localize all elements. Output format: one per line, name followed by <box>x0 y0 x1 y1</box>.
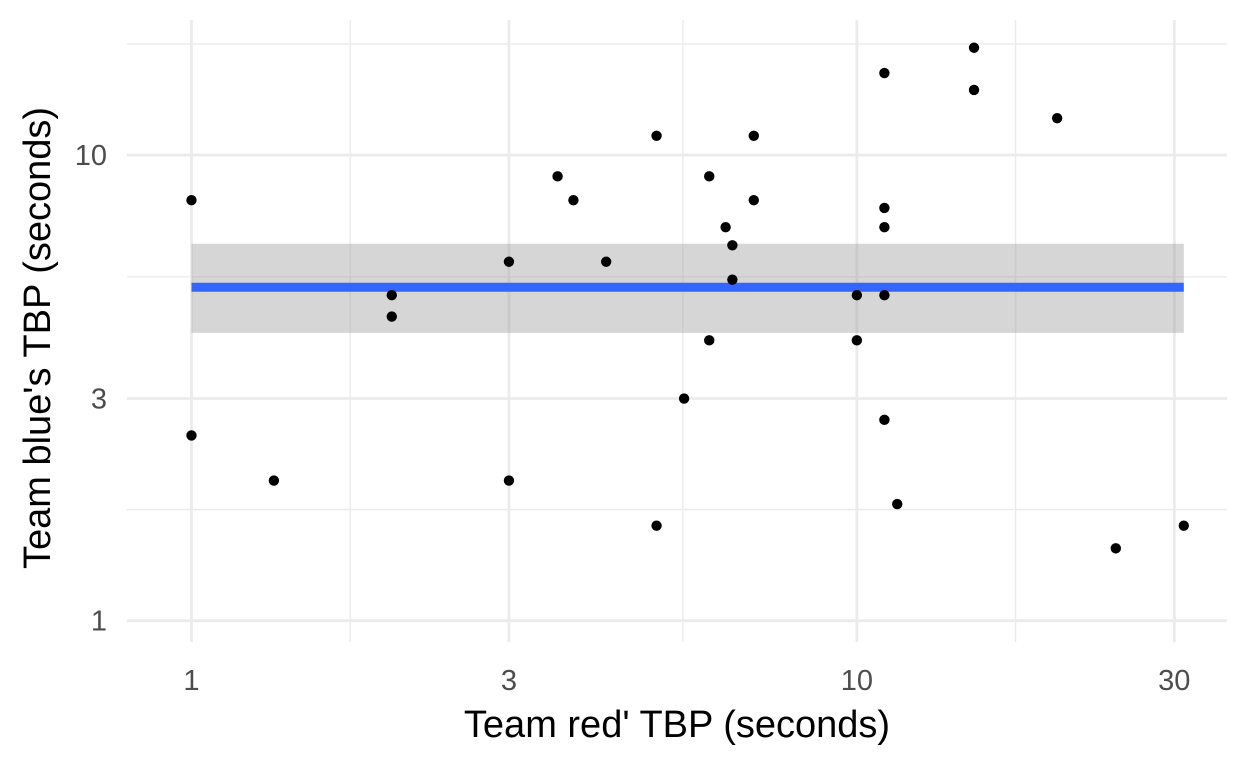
x-tick-label: 1 <box>183 665 199 697</box>
data-point <box>268 475 280 486</box>
x-axis-title: Team red' TBP (seconds) <box>464 704 890 746</box>
y-tick-label: 3 <box>91 384 107 416</box>
data-point <box>879 290 890 301</box>
data-point <box>879 221 890 233</box>
data-point <box>1110 543 1121 554</box>
y-tick-label: 1 <box>91 606 107 638</box>
x-tick-label: 10 <box>841 665 873 697</box>
data-point <box>727 240 738 251</box>
data-point <box>651 520 662 531</box>
y-axis-title: Team blue's TBP (seconds) <box>17 107 59 569</box>
data-point <box>503 475 515 486</box>
data-point <box>879 414 890 426</box>
data-point <box>720 221 731 233</box>
data-point <box>600 256 612 267</box>
data-point <box>386 290 397 301</box>
data-point <box>186 430 197 441</box>
data-point <box>568 194 579 206</box>
data-point <box>1178 520 1189 531</box>
data-point <box>968 84 980 96</box>
data-point <box>727 274 738 285</box>
data-point <box>552 171 563 182</box>
x-tick-label: 3 <box>501 665 517 697</box>
minor-gridlines <box>127 20 1227 642</box>
data-point <box>651 130 662 141</box>
data-point <box>879 67 890 79</box>
data-point <box>186 194 197 206</box>
data-point <box>1051 112 1063 124</box>
data-point <box>678 393 690 404</box>
y-axis-tick-labels: 1 3 10 <box>75 140 107 638</box>
data-point <box>503 256 515 267</box>
major-gridlines <box>127 20 1227 642</box>
data-point <box>704 171 715 182</box>
data-point <box>892 498 903 510</box>
data-point <box>748 130 759 141</box>
data-points <box>186 42 1189 554</box>
data-point <box>851 335 863 346</box>
data-point <box>704 335 715 346</box>
data-point <box>748 194 759 206</box>
y-tick-label: 10 <box>75 140 107 172</box>
data-point <box>386 311 397 322</box>
data-point <box>879 202 890 214</box>
data-point <box>968 42 980 53</box>
x-axis-tick-labels: 1 3 10 30 <box>183 665 1190 697</box>
data-point <box>851 290 863 301</box>
x-tick-label: 30 <box>1158 665 1190 697</box>
